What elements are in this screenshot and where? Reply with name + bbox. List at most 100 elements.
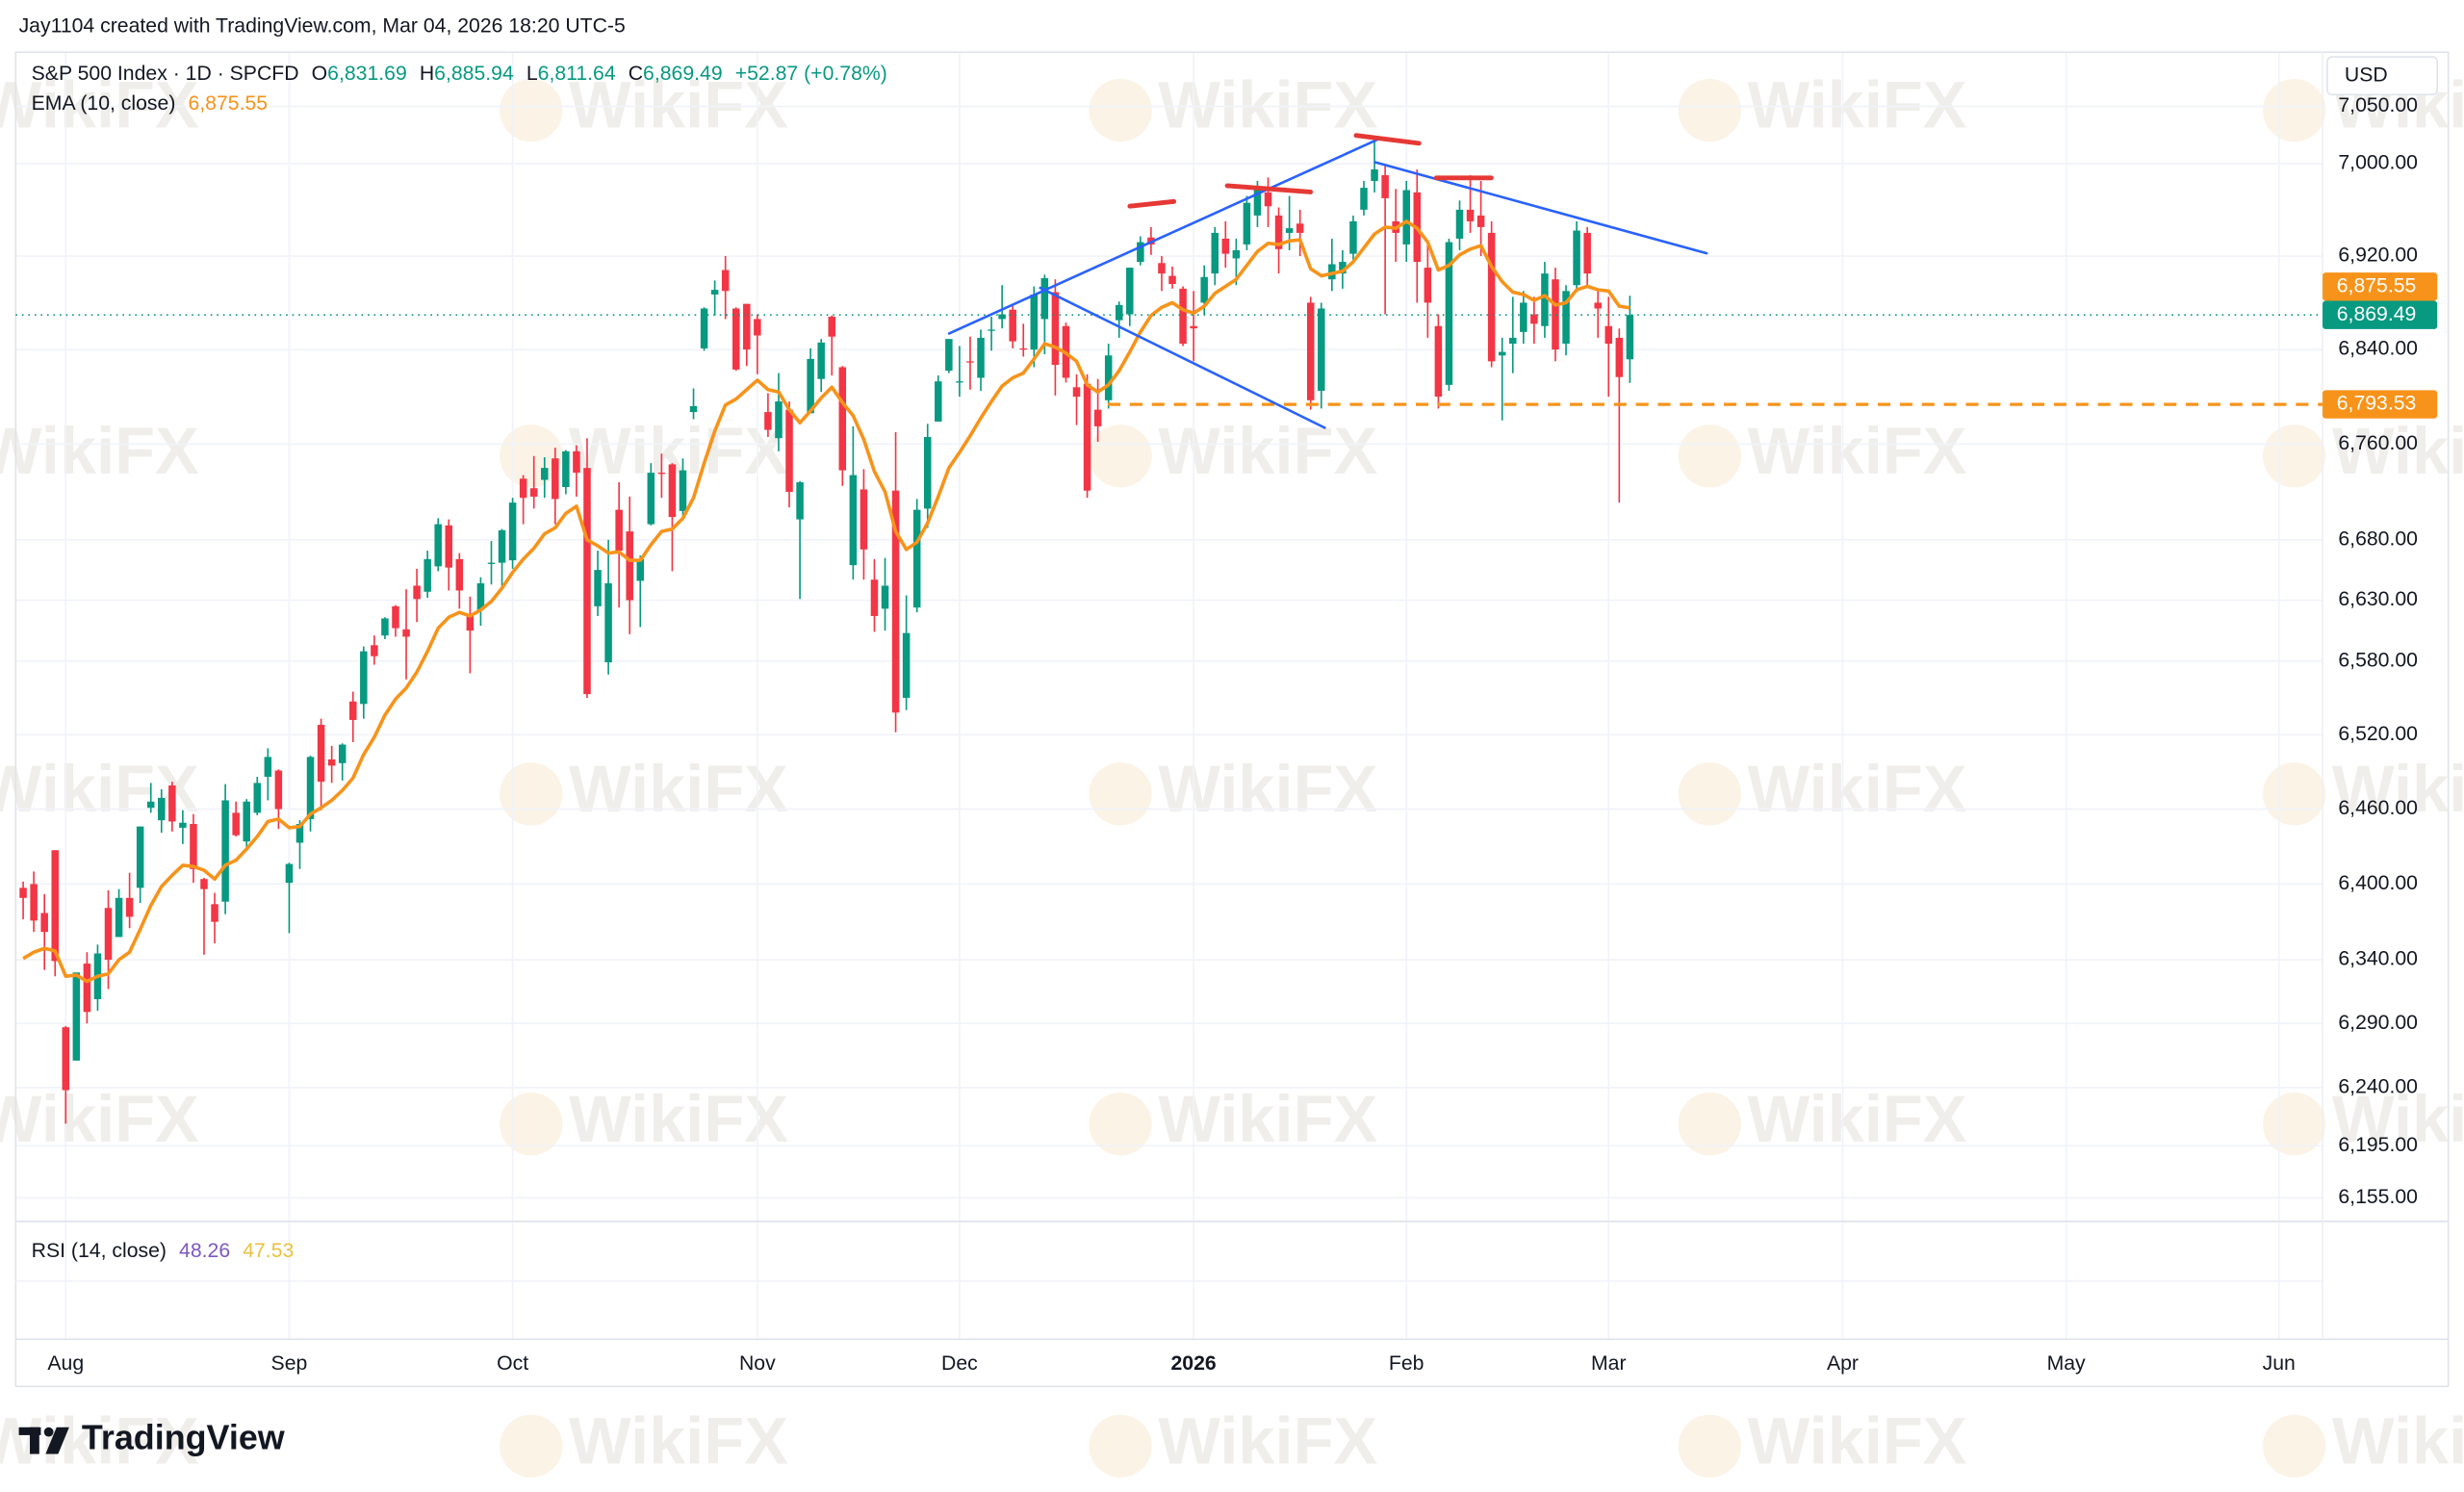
candle-body: [615, 509, 623, 552]
currency-box: [2326, 56, 2439, 96]
rsi-legend: RSI (14, close) 48.26 47.53: [32, 1240, 295, 1262]
candle-body: [977, 337, 985, 378]
ohlc-key: H: [420, 63, 434, 85]
watermark: WikiFX: [2332, 752, 2464, 826]
candle-body: [253, 783, 262, 813]
candle-body: [295, 824, 304, 843]
candle-body: [1424, 268, 1432, 303]
watermark: WikiFX: [1158, 1403, 1377, 1478]
candle-body: [1211, 232, 1219, 274]
x-tick-label: Aug: [47, 1352, 84, 1375]
grid: [15, 52, 2323, 1340]
watermark-logo: [2263, 1414, 2326, 1478]
ema-tag-bg: [2323, 272, 2438, 301]
y-tick-label: 6,580.00: [2338, 649, 2418, 671]
x-tick-label: Jun: [2263, 1352, 2296, 1375]
candle-body: [1083, 383, 1091, 491]
candle-body: [1434, 325, 1443, 398]
candle-body: [743, 303, 751, 350]
watermark: WikiFX: [1158, 68, 1377, 142]
trend-line: [1373, 161, 1708, 255]
watermark-logo: [1089, 424, 1152, 488]
candle-body: [168, 785, 176, 822]
candle-body: [1552, 279, 1559, 350]
candle-body: [274, 770, 283, 810]
candle-body: [360, 651, 368, 705]
watermark: WikiFX: [1748, 68, 1967, 142]
candle-body: [40, 913, 48, 933]
candle-body: [1072, 387, 1081, 398]
watermark-logo: [1089, 78, 1152, 142]
trend-line: [947, 137, 1381, 335]
candle-body: [445, 525, 453, 568]
candle-body: [221, 800, 229, 902]
y-tick-label: 6,340.00: [2338, 948, 2418, 970]
x-tick-label: 2026: [1171, 1352, 1217, 1375]
candle-body: [125, 897, 134, 917]
candle-body: [935, 381, 942, 422]
watermark-logo: [1678, 424, 1741, 488]
x-tick-label: Mar: [1591, 1352, 1627, 1375]
candle-body: [1019, 347, 1027, 350]
candle-body: [1626, 315, 1634, 360]
candle-body: [232, 812, 240, 836]
candle-body: [1583, 232, 1591, 274]
x-tick-label: Apr: [1827, 1352, 1859, 1375]
ema-line: [22, 219, 1630, 984]
y-tick-label: 6,240.00: [2338, 1075, 2418, 1097]
candle-body: [1509, 337, 1517, 345]
y-tick-label: 6,630.00: [2338, 588, 2418, 610]
candle-body: [1137, 242, 1144, 263]
candle-body: [327, 759, 336, 766]
candle-body: [541, 468, 549, 480]
y-tick-label: 6,155.00: [2338, 1186, 2418, 1208]
candle-body: [721, 270, 730, 292]
candle-body: [562, 450, 570, 487]
candle-body: [679, 470, 687, 511]
top-marker: [1224, 183, 1314, 194]
candle-body: [349, 701, 357, 720]
last-price-tag: 6,869.49: [2337, 303, 2417, 325]
candle-body: [647, 473, 655, 525]
watermark: WikiFX: [0, 1082, 199, 1156]
candle-body: [1498, 351, 1506, 356]
ema-value: 6,875.55: [188, 92, 268, 115]
candle-body: [796, 482, 804, 520]
candle-body: [243, 801, 250, 842]
candle-body: [1541, 273, 1549, 326]
candle-body: [402, 629, 410, 637]
candle-body: [264, 757, 272, 777]
y-tick-label: 6,920.00: [2338, 244, 2418, 267]
watermark: WikiFX: [0, 414, 199, 488]
candle-body: [552, 458, 559, 500]
x-tick-label: Sep: [271, 1352, 308, 1375]
credit: Jay1104 created with TradingView.com, Ma…: [19, 15, 626, 38]
watermark-logo: [2263, 762, 2326, 826]
candle-body: [636, 558, 645, 581]
candle-body: [392, 605, 399, 629]
watermark: WikiFX: [1158, 1082, 1377, 1156]
ohlc-value: 6,811.64: [538, 63, 616, 85]
candle-body: [764, 412, 772, 430]
change: +52.87 (+0.78%): [735, 63, 887, 85]
candle-body: [626, 531, 633, 601]
candle-body: [1445, 242, 1453, 385]
rsi-name: RSI (14, close): [32, 1240, 167, 1262]
level-tag-bg: [2323, 390, 2438, 419]
candle-body: [1530, 314, 1538, 324]
candle-body: [1243, 202, 1251, 244]
candle-body: [1168, 275, 1176, 285]
candle-body: [945, 339, 953, 372]
candle-body: [136, 826, 144, 888]
candle-body: [1200, 276, 1208, 303]
y-tick-label: 6,680.00: [2338, 527, 2418, 550]
watermark: WikiFX: [1748, 414, 1967, 488]
watermark: WikiFX: [2332, 1082, 2464, 1156]
candle-body: [604, 582, 612, 663]
watermark-logo: [1678, 1093, 1741, 1156]
candle-body: [306, 757, 315, 819]
x-tick-label: Dec: [941, 1352, 978, 1375]
candle-body: [1339, 262, 1347, 274]
candle-body: [668, 464, 677, 518]
candle-body: [775, 401, 783, 439]
